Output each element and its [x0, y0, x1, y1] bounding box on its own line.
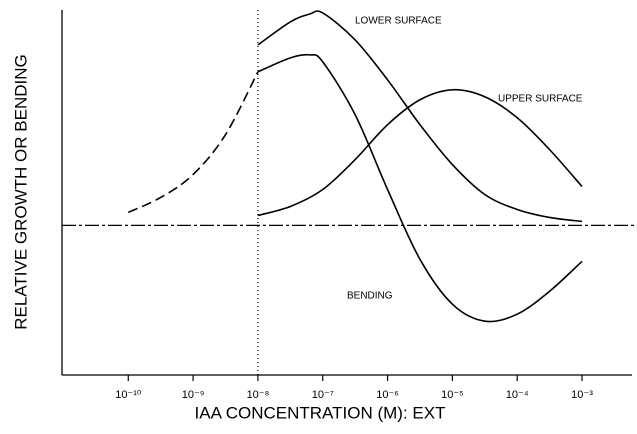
series-annotation: LOWER SURFACE [355, 16, 442, 27]
line-series [257, 53, 583, 323]
x-tick-label: 10⁻⁴ [506, 389, 529, 401]
x-axis-title: IAA CONCENTRATION (M): EXT [195, 403, 446, 422]
x-tick-label: 10⁻⁸ [247, 389, 270, 401]
x-tick-label: 10⁻³ [571, 389, 593, 401]
series-annotation: UPPER SURFACE [498, 94, 583, 105]
y-axis-title: RELATIVE GROWTH OR BENDING [11, 54, 30, 330]
x-tick-label: 10⁻¹⁰ [115, 389, 142, 401]
x-tick-label: 10⁻⁷ [312, 389, 334, 401]
line-series [127, 71, 259, 214]
line-series [257, 88, 583, 217]
series-annotation: BENDING [347, 291, 393, 302]
line-series [257, 10, 583, 223]
x-tick-label: 10⁻⁵ [441, 389, 464, 401]
x-tick-label: 10⁻⁶ [376, 389, 399, 401]
x-tick-label: 10⁻⁹ [182, 389, 205, 401]
